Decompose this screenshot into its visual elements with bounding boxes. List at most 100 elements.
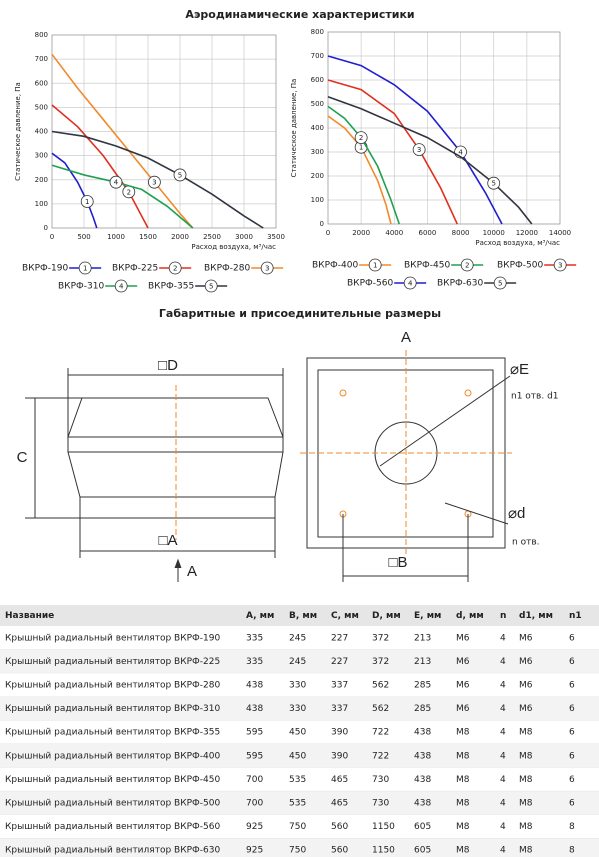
legend-label: ВКРФ-225 bbox=[112, 264, 158, 274]
table-cell: 4 bbox=[500, 657, 506, 667]
y-tick-label: 0 bbox=[320, 220, 324, 228]
table-cell: 337 bbox=[331, 704, 348, 714]
table-row-bg bbox=[0, 696, 599, 721]
table-cell: 6 bbox=[569, 681, 575, 691]
plot-frame bbox=[327, 31, 561, 225]
y-tick-label: 200 bbox=[311, 172, 324, 180]
dim-label: ⌀d bbox=[508, 505, 525, 522]
legend-label: ВКРФ-400 bbox=[312, 261, 358, 271]
table-cell: 330 bbox=[289, 681, 306, 691]
table-cell: 605 bbox=[414, 846, 431, 856]
table-cell: 337 bbox=[331, 681, 348, 691]
curve-marker bbox=[487, 176, 501, 190]
curve-number: 1 bbox=[359, 144, 363, 152]
x-tick-label: 500 bbox=[77, 233, 90, 241]
x-tick-label: 14000 bbox=[549, 229, 571, 237]
table-cell: 438 bbox=[414, 751, 431, 761]
table-cell: 438 bbox=[414, 728, 431, 738]
x-tick-label: 2000 bbox=[171, 233, 189, 241]
table-cell: 700 bbox=[246, 799, 263, 809]
table-header: Название bbox=[5, 611, 54, 621]
x-tick-label: 6000 bbox=[419, 229, 437, 237]
curve-marker bbox=[412, 143, 426, 157]
x-tick-label: 1000 bbox=[107, 233, 125, 241]
table-row-bg bbox=[0, 673, 599, 697]
table-cell: 730 bbox=[372, 775, 389, 785]
table-cell: 8 bbox=[569, 846, 575, 856]
x-tick-label: 3000 bbox=[235, 233, 253, 241]
table-cell: 6 bbox=[569, 751, 575, 761]
table-cell: 595 bbox=[246, 751, 263, 761]
x-tick-label: 8000 bbox=[452, 229, 470, 237]
table-cell: 6 bbox=[569, 775, 575, 785]
y-axis-label: Статическое давление, Па bbox=[14, 82, 22, 181]
curve-number: 5 bbox=[178, 171, 182, 179]
table-cell: 925 bbox=[246, 822, 263, 832]
curve bbox=[51, 164, 194, 229]
table-row-bg bbox=[0, 649, 599, 674]
table-cell: M8 bbox=[519, 846, 533, 856]
dim-label: C bbox=[17, 449, 28, 466]
legend-label: ВКРФ-310 bbox=[58, 282, 104, 292]
legend-marker bbox=[553, 258, 567, 272]
table-cell: 605 bbox=[414, 822, 431, 832]
table-cell: 335 bbox=[246, 657, 263, 667]
curve-number: 3 bbox=[417, 146, 421, 154]
table-cell: 4 bbox=[500, 728, 506, 738]
table-cell: M8 bbox=[456, 751, 470, 761]
dim-label: n1 отв. d1 bbox=[511, 392, 559, 402]
legend-number: 2 bbox=[173, 265, 177, 273]
table-cell: M6 bbox=[519, 633, 533, 643]
table-cell: M8 bbox=[456, 846, 470, 856]
table-cell: Крышный радиальный вентилятор ВКРФ-355 bbox=[5, 728, 220, 738]
table-cell: 227 bbox=[331, 633, 348, 643]
curve-marker bbox=[147, 175, 161, 189]
table-header: A, мм bbox=[246, 611, 274, 621]
curve-number: 3 bbox=[152, 179, 156, 187]
table-cell: M8 bbox=[519, 728, 533, 738]
table-cell: 213 bbox=[414, 657, 431, 667]
table-row-bg bbox=[0, 744, 599, 768]
table-cell: 722 bbox=[372, 751, 389, 761]
table-cell: Крышный радиальный вентилятор ВКРФ-190 bbox=[5, 633, 220, 643]
table-header-bg bbox=[0, 605, 599, 626]
table-row-bg bbox=[0, 791, 599, 815]
curve bbox=[327, 79, 458, 225]
y-tick-label: 100 bbox=[35, 200, 48, 208]
curve-number: 4 bbox=[114, 179, 119, 187]
table-cell: 4 bbox=[500, 775, 506, 785]
curve bbox=[327, 96, 533, 225]
y-tick-label: 300 bbox=[35, 152, 48, 160]
table-cell: 4 bbox=[500, 704, 506, 714]
curve-number: 4 bbox=[458, 149, 463, 157]
table-row-bg bbox=[0, 720, 599, 744]
table-cell: 560 bbox=[331, 846, 348, 856]
legend-label: ВКРФ-450 bbox=[404, 261, 450, 271]
curve-marker bbox=[354, 131, 368, 145]
drawing bbox=[25, 350, 512, 582]
table-cell: 925 bbox=[246, 846, 263, 856]
table-cell: M6 bbox=[456, 633, 470, 643]
x-tick-label: 12000 bbox=[516, 229, 538, 237]
legend-label: ВКРФ-190 bbox=[22, 264, 68, 274]
table-cell: 6 bbox=[569, 657, 575, 667]
y-tick-label: 400 bbox=[35, 128, 48, 136]
table-cell: 4 bbox=[500, 633, 506, 643]
legend-number: 3 bbox=[265, 265, 269, 273]
y-tick-label: 500 bbox=[311, 100, 324, 108]
table-cell: Крышный радиальный вентилятор ВКРФ-500 bbox=[5, 799, 220, 809]
y-tick-label: 300 bbox=[311, 148, 324, 156]
table-cell: 390 bbox=[331, 751, 348, 761]
legend-marker bbox=[460, 258, 474, 272]
table-cell: 562 bbox=[372, 704, 389, 714]
table-header: n1 bbox=[569, 611, 582, 621]
table-header: B, мм bbox=[289, 611, 317, 621]
legend-marker bbox=[403, 276, 417, 290]
table-header: D, мм bbox=[372, 611, 401, 621]
table-cell: M6 bbox=[456, 657, 470, 667]
table-cell: M8 bbox=[456, 799, 470, 809]
y-tick-label: 800 bbox=[35, 31, 48, 39]
table-cell: 372 bbox=[372, 633, 389, 643]
table-row-bg bbox=[0, 838, 599, 857]
